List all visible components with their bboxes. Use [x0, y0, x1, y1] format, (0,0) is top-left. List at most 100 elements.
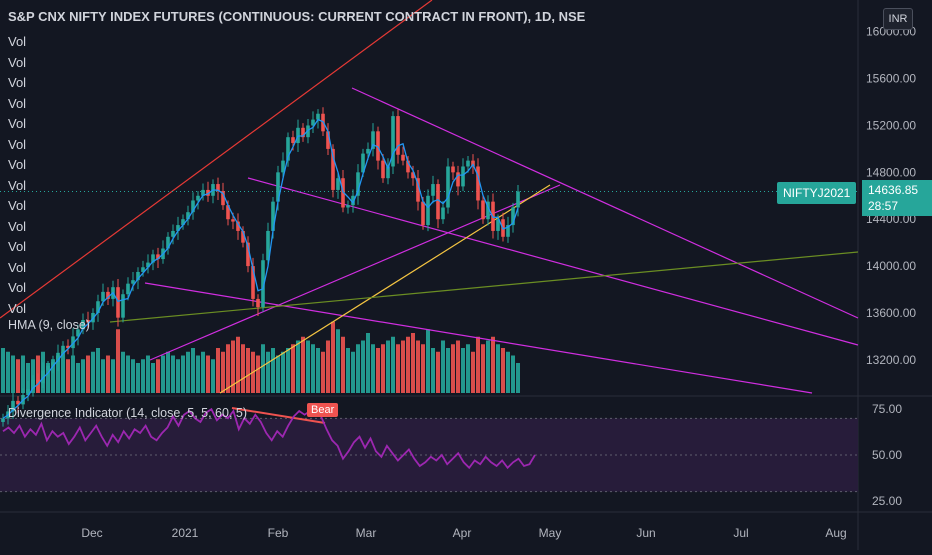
- chart-title: S&P CNX NIFTY INDEX FUTURES (CONTINUOUS:…: [8, 9, 586, 24]
- candle-body: [431, 184, 435, 196]
- volume-bar: [476, 336, 480, 393]
- volume-bar: [386, 340, 390, 393]
- rising-resistance-trendline: [0, 0, 433, 319]
- candle-body: [166, 236, 170, 249]
- currency-selector[interactable]: INR: [883, 8, 913, 30]
- candle-body: [436, 184, 440, 220]
- candle-body: [371, 131, 375, 149]
- candle-body: [46, 365, 50, 371]
- candle-body: [146, 262, 150, 268]
- volume-bar: [336, 329, 340, 393]
- volume-bar: [306, 340, 310, 393]
- volume-bar: [206, 355, 210, 393]
- volume-bar: [451, 344, 455, 393]
- candle-body: [361, 153, 365, 173]
- volume-bar: [46, 363, 50, 393]
- candle-body: [516, 191, 520, 208]
- candle-body: [336, 178, 340, 190]
- rsi-series-line: [2, 406, 536, 470]
- date-tick-label: Aug: [825, 526, 846, 540]
- candle-body: [331, 148, 335, 190]
- volume-bar: [221, 351, 225, 393]
- candle-body: [216, 184, 220, 192]
- candle-body: [311, 119, 315, 126]
- volume-label: Vol: [8, 116, 27, 131]
- volume-bar: [81, 359, 85, 393]
- volume-bar: [101, 359, 105, 393]
- candle-body: [86, 320, 90, 323]
- date-tick-label: Dec: [81, 526, 102, 540]
- volume-label: Vol: [8, 300, 27, 316]
- candle-body: [181, 219, 185, 226]
- candle-body: [341, 178, 345, 208]
- candle-body: [286, 137, 290, 161]
- volume-bar: [11, 355, 15, 393]
- volume-bar: [511, 355, 515, 393]
- volume-bar: [96, 348, 100, 393]
- candle-body: [481, 200, 485, 220]
- green-trendline: [109, 251, 859, 323]
- bar-countdown: 28:57: [868, 199, 899, 213]
- volume-bar: [51, 359, 55, 393]
- divergence-study-label[interactable]: Divergence Indicator (14, close, 5, 5, 6…: [8, 406, 248, 420]
- candle-body: [346, 205, 350, 208]
- osc-tick-label: 50.00: [872, 448, 902, 462]
- osc-tick-label: 25.00: [872, 494, 902, 508]
- candle-body: [231, 219, 235, 222]
- volume-bar: [271, 348, 275, 393]
- volume-bar: [356, 344, 360, 393]
- bear-divergence-line: [231, 407, 326, 424]
- candle-body: [251, 266, 255, 299]
- candle-body: [81, 320, 85, 330]
- candles: [1, 107, 520, 427]
- volume-bar: [61, 351, 65, 393]
- candle-body: [451, 166, 455, 173]
- bear-divergence-badge: Bear: [307, 403, 339, 417]
- volume-label: Vol: [8, 259, 27, 275]
- volume-bar: [6, 351, 10, 393]
- volume-bar: [516, 363, 520, 393]
- volume-bar: [331, 321, 335, 393]
- candle-body: [266, 230, 270, 261]
- volume-bar: [291, 344, 295, 393]
- date-tick-label: May: [539, 526, 562, 540]
- date-tick-label: 2021: [172, 526, 199, 540]
- candle-body: [446, 166, 450, 208]
- volume-label: Vol: [8, 218, 27, 234]
- candle-body: [356, 172, 360, 196]
- candle-body: [506, 225, 510, 237]
- candle-body: [396, 116, 400, 155]
- candle-body: [136, 271, 140, 281]
- volume-bar: [461, 348, 465, 393]
- volume-bar: [446, 348, 450, 393]
- candle-body: [411, 172, 415, 179]
- volume-bar: [16, 359, 20, 393]
- volume-bar: [346, 348, 350, 393]
- volume-bar: [406, 336, 410, 393]
- volume-bar: [421, 344, 425, 393]
- candle-body: [206, 189, 210, 196]
- candle-body: [36, 379, 40, 384]
- candle-body: [16, 400, 20, 405]
- candle-body: [376, 131, 380, 161]
- volume-bar: [136, 363, 140, 393]
- candle-body: [76, 329, 80, 337]
- volume-bar: [216, 348, 220, 393]
- volume-bar: [466, 344, 470, 393]
- hma-study-label[interactable]: HMA (9, close): [8, 318, 90, 332]
- candle-body: [246, 242, 250, 267]
- volume-label: Vol: [8, 54, 27, 70]
- volume-label: Vol: [8, 136, 27, 152]
- volume-bar: [486, 340, 490, 393]
- price-tick-label: 15600.00: [866, 72, 916, 86]
- candle-body: [351, 195, 355, 206]
- candle-body: [456, 172, 460, 187]
- volume-bar: [211, 359, 215, 393]
- volume-bar: [501, 348, 505, 393]
- last-price-value: 14636.85: [868, 183, 919, 197]
- volume-label: Vol: [8, 95, 27, 111]
- candle-body: [61, 345, 65, 353]
- volume-bar: [261, 344, 265, 393]
